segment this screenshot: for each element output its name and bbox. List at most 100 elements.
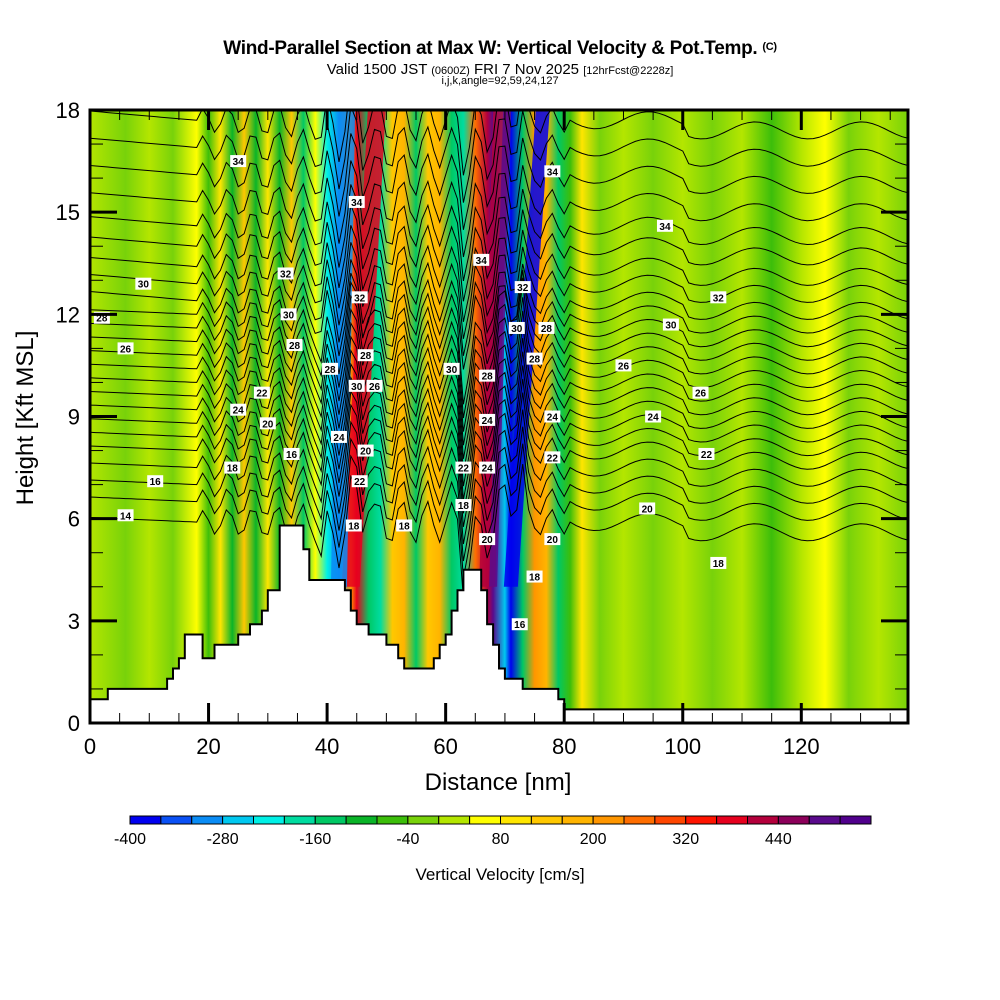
contour-label-bg: [147, 475, 164, 488]
contour-label-text: 24: [233, 406, 245, 417]
axes: 0 20 40 60 80 100 120 0 3 6 9 12 15 18: [56, 98, 908, 759]
contour-label-text: 32: [280, 269, 292, 280]
contour-label-text: 14: [120, 511, 132, 522]
contour-label-text: 18: [713, 559, 725, 570]
colorbar-tick-label: -160: [299, 831, 331, 848]
x-tick-label: 80: [552, 734, 576, 759]
colorbar-tick-label: 320: [672, 831, 699, 848]
contour-label-bg: [455, 499, 472, 512]
contour-label-text: 32: [713, 293, 725, 304]
colorbar-label: Vertical Velocity [cm/s]: [415, 865, 584, 884]
contour-label-bg: [348, 195, 365, 208]
contour-label: 24: [330, 430, 347, 444]
contour-label-text: 32: [517, 283, 529, 294]
theta-contour-line: [90, 110, 908, 176]
title-text: Wind-Parallel Section at Max W: Vertical…: [223, 38, 758, 59]
contour-label: 32: [351, 291, 368, 304]
contour-label-bg: [692, 386, 709, 399]
theta-contour-line: [90, 365, 908, 500]
contour-label-text: 16: [514, 620, 526, 631]
contour-label: 30: [443, 362, 460, 376]
colorbar-tick-label: -400: [114, 831, 146, 848]
contour-label: 20: [259, 417, 276, 430]
grid-indices: i,j,k,angle=92,59,24,127: [441, 75, 559, 87]
contour-label-bg: [656, 219, 673, 232]
contour-label-bg: [345, 519, 362, 532]
colorbar-segment: [592, 815, 625, 825]
colorbar-segment: [500, 815, 532, 825]
y-tick-label: 12: [56, 302, 80, 327]
theta-contour-line: [90, 351, 908, 487]
contour-label-text: 18: [399, 521, 411, 532]
colorbar-segment: [407, 815, 440, 825]
colorbar-segment: [376, 815, 409, 825]
colorbar-segment: [561, 815, 594, 825]
contour-label-text: 18: [458, 501, 470, 512]
colorbar-segment: [283, 815, 316, 825]
contour-label-text: 30: [351, 382, 363, 393]
contour-label: 18: [710, 556, 727, 570]
x-tick-label: 100: [664, 734, 701, 759]
contour-label: 24: [479, 461, 496, 475]
contour-label: 28: [538, 321, 555, 335]
contour-label-bg: [280, 308, 297, 321]
contour-label: 20: [544, 533, 561, 546]
colorbar-segment: [777, 815, 810, 825]
copyright-mark: (C): [762, 41, 777, 53]
contour-label: 30: [135, 277, 152, 291]
contour-label-text: 22: [547, 453, 559, 464]
contour-label-text: 34: [659, 222, 671, 233]
contour-label-text: 24: [547, 413, 559, 424]
contour-label-bg: [639, 502, 656, 515]
contour-label-text: 24: [482, 416, 494, 427]
contour-label: 18: [526, 570, 543, 584]
plot-area: 34 34 34 34 34 32 32 32 32 30 30 30 30 30 30 28 28 28 28 28…: [90, 110, 908, 723]
contour-label-text: 28: [289, 341, 301, 352]
colorbar: -400 -280 -160 -40 80 200 320 440: [114, 815, 872, 848]
contour-label-bg: [662, 318, 679, 331]
contour-label-text: 28: [541, 324, 553, 335]
contour-label: 14: [117, 509, 134, 522]
contour-label: 22: [698, 447, 715, 461]
contour-label: 24: [479, 413, 496, 427]
contour-label-text: 34: [351, 198, 363, 209]
contour-label-text: 18: [529, 573, 541, 584]
contour-label-text: 30: [138, 280, 150, 291]
valid-utc: (0600Z): [431, 65, 470, 77]
contour-label: 28: [526, 352, 543, 366]
contour-label-text: 30: [446, 365, 458, 376]
contour-label: 16: [147, 475, 164, 488]
contour-label-text: 28: [360, 351, 372, 362]
contour-label-text: 26: [695, 389, 707, 400]
colorbar-segment: [253, 815, 285, 825]
contour-label: 34: [230, 155, 247, 168]
contour-label-bg: [479, 461, 496, 474]
contour-label-text: 28: [482, 372, 494, 383]
chart-subtitle: Valid 1500 JST (0600Z) FRI 7 Nov 2025 [1…: [0, 61, 1000, 78]
contour-label-text: 22: [256, 389, 268, 400]
contour-label-text: 28: [325, 365, 337, 376]
contour-label-bg: [117, 509, 134, 522]
theta-contour-line: [90, 242, 908, 339]
contour-label-bg: [277, 267, 294, 280]
contour-label-bg: [514, 281, 531, 294]
colorbar-segment: [438, 815, 471, 825]
contour-label-text: 22: [354, 477, 366, 488]
theta-contour-line: [90, 272, 908, 370]
contour-label-bg: [526, 352, 543, 365]
theta-contour-line: [90, 443, 908, 579]
contour-label-text: 34: [547, 167, 559, 178]
theta-contour-line: [90, 204, 908, 302]
valid-date: FRI 7 Nov 2025: [473, 61, 580, 78]
contour-label: 18: [224, 461, 241, 475]
contour-label-bg: [526, 570, 543, 583]
contour-label: 32: [514, 281, 531, 294]
contour-label-bg: [357, 444, 374, 457]
colorbar-segment: [314, 815, 347, 825]
x-axis-label: Distance [nm]: [425, 769, 572, 796]
theta-contour-line: [90, 184, 908, 282]
contour-label-bg: [366, 379, 383, 392]
colorbar-segment: [654, 815, 687, 825]
contour-label-bg: [224, 461, 241, 474]
